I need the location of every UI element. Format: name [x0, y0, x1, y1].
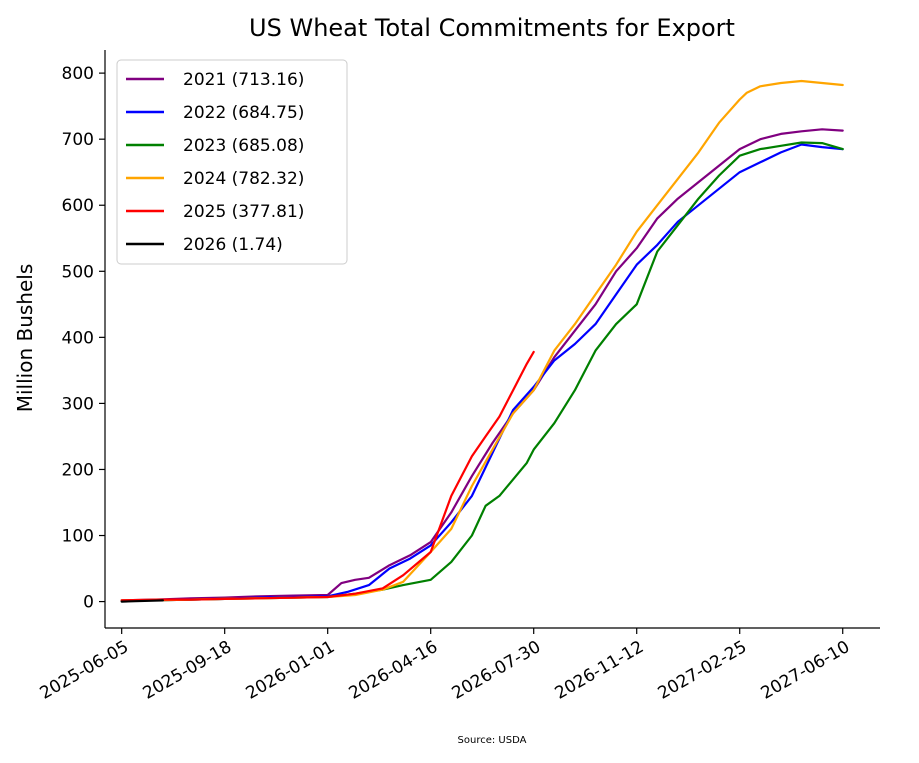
- x-tick-label: 2026-11-12: [552, 637, 648, 704]
- y-tick-label: 700: [62, 130, 94, 150]
- x-tick-label: 2026-01-01: [243, 637, 339, 704]
- series-line-5: [120, 599, 164, 603]
- legend-box: [116, 59, 348, 265]
- source-note: Source: USDA: [458, 735, 527, 746]
- chart-title: US Wheat Total Commitments for Export: [249, 14, 735, 42]
- y-tick-label: 100: [62, 527, 94, 547]
- x-tick-label: 2027-06-10: [758, 637, 854, 704]
- series-lines: [120, 79, 844, 603]
- legend-label: 2024 (782.32): [183, 169, 304, 189]
- x-tick-label: 2025-06-05: [37, 637, 133, 704]
- y-axis-label: Million Bushels: [13, 264, 37, 413]
- legend: 2021 (713.16) 2022 (684.75) 2023 (685.08) 2…: [116, 59, 348, 265]
- y-tick-label: 300: [62, 394, 94, 414]
- y-tick-label: 800: [62, 64, 94, 84]
- legend-label: 2021 (713.16): [183, 70, 304, 90]
- series-line-4: [120, 350, 535, 602]
- legend-label: 2026 (1.74): [183, 235, 283, 255]
- legend-label: 2023 (685.08): [183, 136, 304, 156]
- y-tick-label: 200: [62, 460, 94, 480]
- y-tick-label: 0: [83, 593, 94, 613]
- x-tick-label: 2026-04-16: [346, 637, 442, 704]
- y-tick-label: 500: [62, 262, 94, 282]
- x-tick-label: 2027-02-25: [655, 637, 751, 704]
- x-tick-label: 2025-09-18: [140, 637, 236, 704]
- legend-label: 2025 (377.81): [183, 202, 304, 222]
- legend-label: 2022 (684.75): [183, 103, 304, 123]
- x-tick-label: 2026-07-30: [449, 637, 545, 704]
- y-tick-label: 600: [62, 196, 94, 216]
- y-tick-label: 400: [62, 328, 94, 348]
